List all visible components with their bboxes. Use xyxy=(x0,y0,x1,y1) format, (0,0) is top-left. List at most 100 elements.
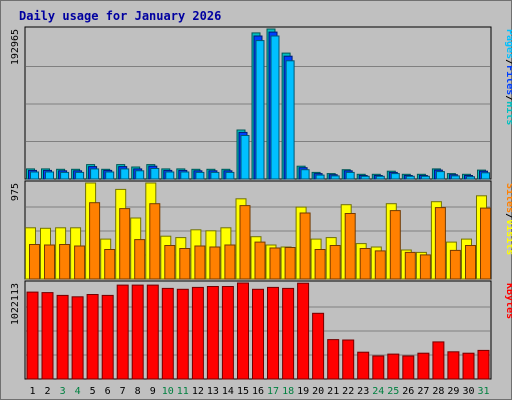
bar-sites-day-16 xyxy=(254,241,266,280)
bar-kbytes-day-6 xyxy=(101,294,114,380)
day-label-12: 12 xyxy=(192,386,204,397)
bar-pages-day-16 xyxy=(255,40,265,180)
bar-sites-day-30 xyxy=(465,245,476,280)
bar-sites-day-17 xyxy=(269,247,281,280)
day-label-1: 1 xyxy=(29,386,35,397)
bar-kbytes-day-12 xyxy=(191,286,204,380)
bar-kbytes-day-4 xyxy=(71,296,84,380)
bar-sites-day-4 xyxy=(74,245,86,280)
day-label-15: 15 xyxy=(237,386,249,397)
bar-pages-day-11 xyxy=(180,171,190,180)
bar-pages-day-21 xyxy=(330,175,340,180)
day-label-21: 21 xyxy=(327,386,339,397)
max-value-label: 1022113 xyxy=(10,283,21,325)
bar-pages-day-14 xyxy=(225,171,235,180)
bar-pages-day-28 xyxy=(435,171,445,180)
day-label-5: 5 xyxy=(90,386,96,397)
day-label-28: 28 xyxy=(432,386,444,397)
bar-pages-day-4 xyxy=(75,171,85,180)
day-label-3: 3 xyxy=(60,386,66,397)
bar-pages-day-25 xyxy=(390,173,400,180)
bar-kbytes-day-10 xyxy=(161,287,174,380)
day-label-19: 19 xyxy=(297,386,309,397)
day-label-4: 4 xyxy=(75,386,81,397)
bar-pages-day-13 xyxy=(210,171,220,180)
day-label-27: 27 xyxy=(417,386,429,397)
bar-pages-day-7 xyxy=(120,168,130,180)
bar-sites-day-7 xyxy=(119,208,131,280)
bar-pages-day-12 xyxy=(195,171,205,180)
bar-kbytes-day-22 xyxy=(342,339,355,380)
day-label-24: 24 xyxy=(372,386,384,397)
bar-sites-day-15 xyxy=(239,205,251,280)
day-label-8: 8 xyxy=(135,386,141,397)
day-label-30: 30 xyxy=(462,386,474,397)
bar-sites-day-23 xyxy=(359,248,371,280)
bar-pages-day-30 xyxy=(466,176,475,180)
bar-pages-day-8 xyxy=(135,170,145,180)
bar-pages-day-6 xyxy=(105,171,115,180)
bar-sites-day-11 xyxy=(179,248,191,280)
bar-pages-day-27 xyxy=(420,175,430,180)
bar-pages-day-17 xyxy=(270,35,280,180)
bar-kbytes-day-16 xyxy=(252,288,264,380)
bar-kbytes-day-3 xyxy=(56,294,69,380)
chart-title: Daily usage for January 2026 xyxy=(19,9,221,23)
day-label-2: 2 xyxy=(44,386,50,397)
bar-sites-day-31 xyxy=(480,207,491,280)
bar-kbytes-day-1 xyxy=(26,291,39,380)
bar-sites-day-13 xyxy=(209,246,221,280)
bar-sites-day-24 xyxy=(374,250,386,280)
day-label-31: 31 xyxy=(477,386,489,397)
bar-pages-day-18 xyxy=(285,60,295,180)
bar-sites-day-26 xyxy=(404,251,416,280)
bar-sites-day-2 xyxy=(44,244,55,280)
bar-kbytes-day-2 xyxy=(41,292,54,380)
bar-sites-day-1 xyxy=(29,244,40,280)
day-label-17: 17 xyxy=(267,386,279,397)
bar-kbytes-day-11 xyxy=(176,288,189,380)
bar-sites-day-28 xyxy=(434,207,446,280)
day-label-25: 25 xyxy=(387,386,399,397)
bar-sites-day-27 xyxy=(419,254,431,280)
legend: KBytes xyxy=(504,283,512,319)
bar-pages-day-19 xyxy=(300,169,310,180)
bar-sites-day-3 xyxy=(59,244,71,280)
day-label-22: 22 xyxy=(342,386,354,397)
bar-sites-day-8 xyxy=(134,239,146,280)
day-label-26: 26 xyxy=(402,386,414,397)
bar-kbytes-day-27 xyxy=(417,352,430,380)
bar-kbytes-day-26 xyxy=(402,355,415,380)
legend-entry: Visits xyxy=(504,219,512,255)
legend-entry: Files xyxy=(504,65,512,95)
bar-kbytes-day-25 xyxy=(387,353,400,380)
legend-entry: KBytes xyxy=(504,283,512,319)
bar-pages-day-20 xyxy=(315,174,325,180)
bar-pages-day-31 xyxy=(481,172,490,180)
bar-sites-day-12 xyxy=(194,245,206,280)
bar-sites-day-21 xyxy=(329,245,341,280)
bar-kbytes-day-18 xyxy=(282,287,295,380)
day-label-29: 29 xyxy=(447,386,459,397)
bar-kbytes-day-7 xyxy=(116,284,129,380)
bar-pages-day-23 xyxy=(360,175,370,180)
bar-sites-day-6 xyxy=(104,249,116,280)
day-label-20: 20 xyxy=(312,386,324,397)
legend-entry: / xyxy=(504,213,512,219)
day-label-14: 14 xyxy=(222,386,234,397)
bar-sites-day-25 xyxy=(389,210,401,280)
kbytes-panel: 1022113 KBytes xyxy=(10,280,512,380)
bar-kbytes-day-14 xyxy=(221,286,234,380)
bar-kbytes-day-19 xyxy=(297,282,310,380)
bar-pages-day-1 xyxy=(30,171,39,180)
bar-kbytes-day-23 xyxy=(357,351,370,380)
bar-sites-day-18 xyxy=(284,247,296,280)
legend-entry: / xyxy=(504,59,512,65)
bar-pages-day-26 xyxy=(405,175,415,180)
bar-kbytes-day-20 xyxy=(312,312,325,380)
bar-kbytes-day-30 xyxy=(462,352,475,380)
day-label-18: 18 xyxy=(282,386,294,397)
bar-sites-day-9 xyxy=(149,203,161,280)
